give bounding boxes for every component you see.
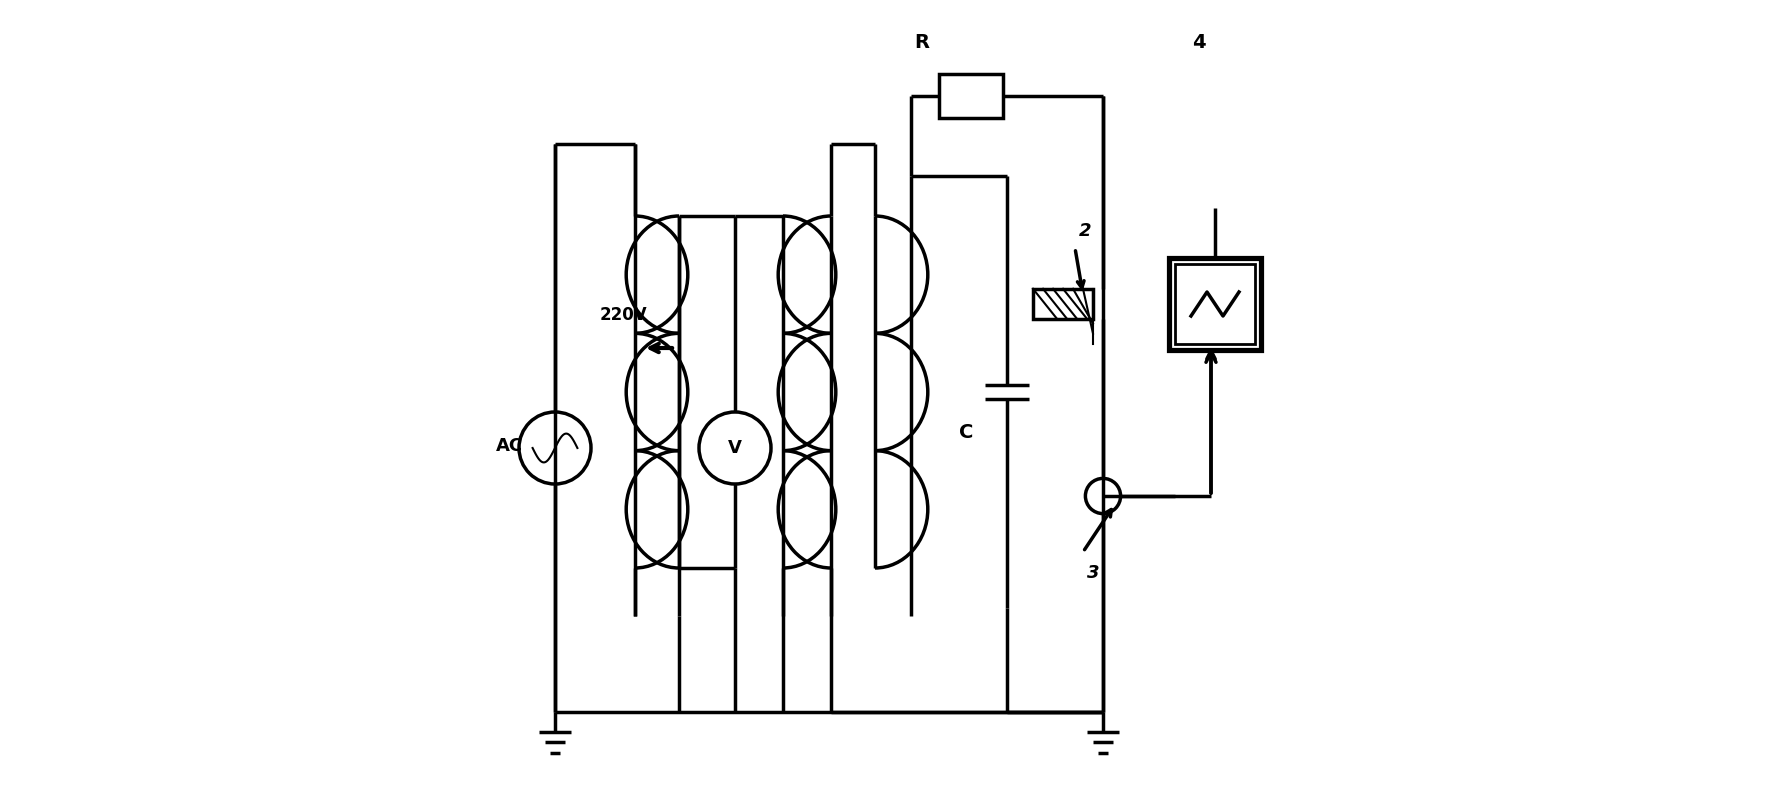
- Text: 4: 4: [1192, 33, 1206, 52]
- Text: 2: 2: [1079, 222, 1091, 240]
- Text: V: V: [728, 439, 742, 457]
- Text: AC: AC: [496, 437, 523, 454]
- Text: C: C: [959, 422, 973, 442]
- Text: 220V: 220V: [599, 306, 646, 324]
- Bar: [1033, 289, 1093, 319]
- Bar: [1169, 258, 1261, 350]
- Bar: [1176, 265, 1254, 344]
- Bar: [940, 74, 1003, 118]
- Text: 3: 3: [1088, 564, 1100, 582]
- Text: R: R: [913, 33, 929, 52]
